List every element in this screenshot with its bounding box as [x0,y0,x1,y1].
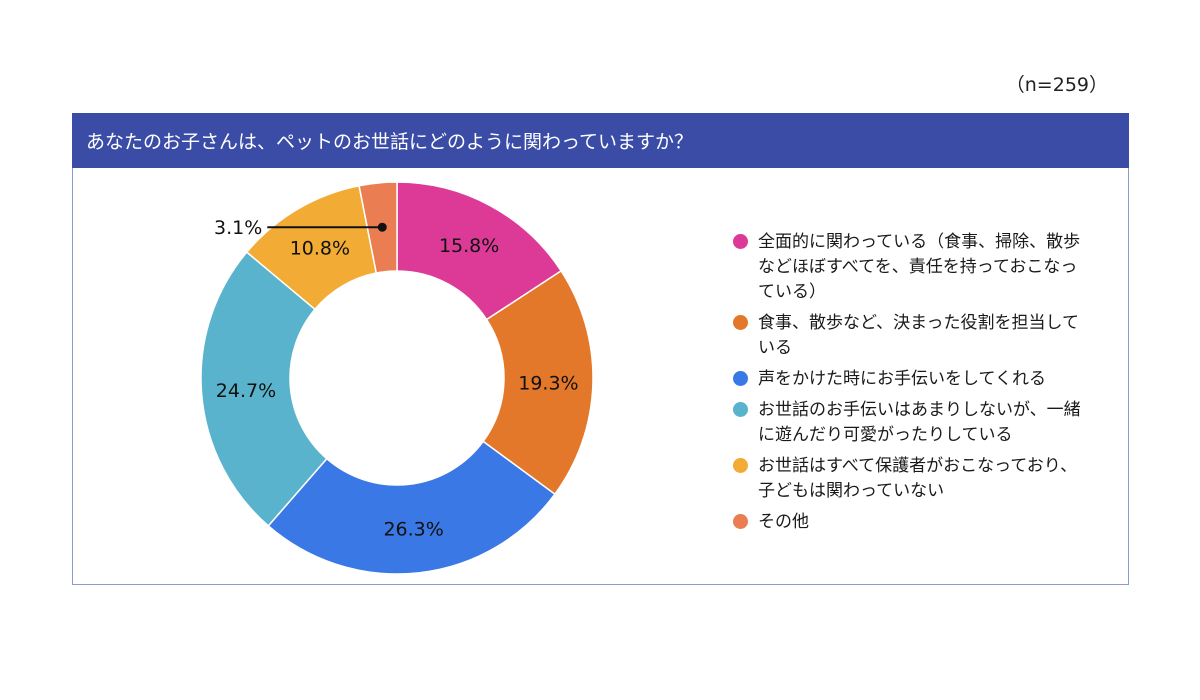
donut-slice [482,269,594,496]
legend-label: お世話はすべて保護者がおこなっており、子どもは関わっていない [758,456,1078,501]
slice-data-label: 10.8% [290,238,350,260]
slice-data-label: 3.1% [214,217,262,239]
legend-label: その他 [758,512,809,532]
slice-data-label: 24.7% [216,380,276,402]
legend-item: お世話のお手伝いはあまりしないが、一緒に遊んだり可愛がったりしている [733,398,1093,448]
legend-item: その他 [733,510,1093,535]
chart-question-header: あなたのお子さんは、ペットのお世話にどのように関わっていますか？ [72,113,1129,168]
legend-label: 全面的に関わっている（食事、掃除、散歩などほぼすべてを、責任を持っておこなってい… [758,232,1081,302]
leader-dot [377,222,387,232]
slice-data-label: 19.3% [518,372,578,394]
legend-swatch [733,234,748,249]
legend-item: お世話はすべて保護者がおこなっており、子どもは関わっていない [733,454,1093,504]
donut-slice [267,440,556,575]
legend-item: 全面的に関わっている（食事、掃除、散歩などほぼすべてを、責任を持っておこなってい… [733,230,1093,305]
legend-label: 食事、散歩など、決まった役割を担当している [758,313,1079,358]
chart-legend: 全面的に関わっている（食事、掃除、散歩などほぼすべてを、責任を持っておこなってい… [733,230,1093,541]
slice-data-label: 15.8% [439,235,499,257]
donut-chart: 15.8% 19.3% 26.3% 24.7% 10.8% 3.1% [200,181,594,575]
legend-swatch [733,315,748,330]
legend-item: 声をかけた時にお手伝いをしてくれる [733,367,1093,392]
slice-data-label: 26.3% [383,519,443,541]
donut-slice [200,251,328,527]
legend-label: 声をかけた時にお手伝いをしてくれる [758,369,1046,389]
legend-item: 食事、散歩など、決まった役割を担当している [733,311,1093,361]
legend-swatch [733,514,748,529]
legend-swatch [733,402,748,417]
legend-label: お世話のお手伝いはあまりしないが、一緒に遊んだり可愛がったりしている [758,400,1081,445]
legend-swatch [733,371,748,386]
legend-swatch [733,458,748,473]
sample-size-label: （n=259） [1005,74,1108,96]
chart-panel: あなたのお子さんは、ペットのお世話にどのように関わっていますか？ 15.8% 19… [72,113,1129,585]
